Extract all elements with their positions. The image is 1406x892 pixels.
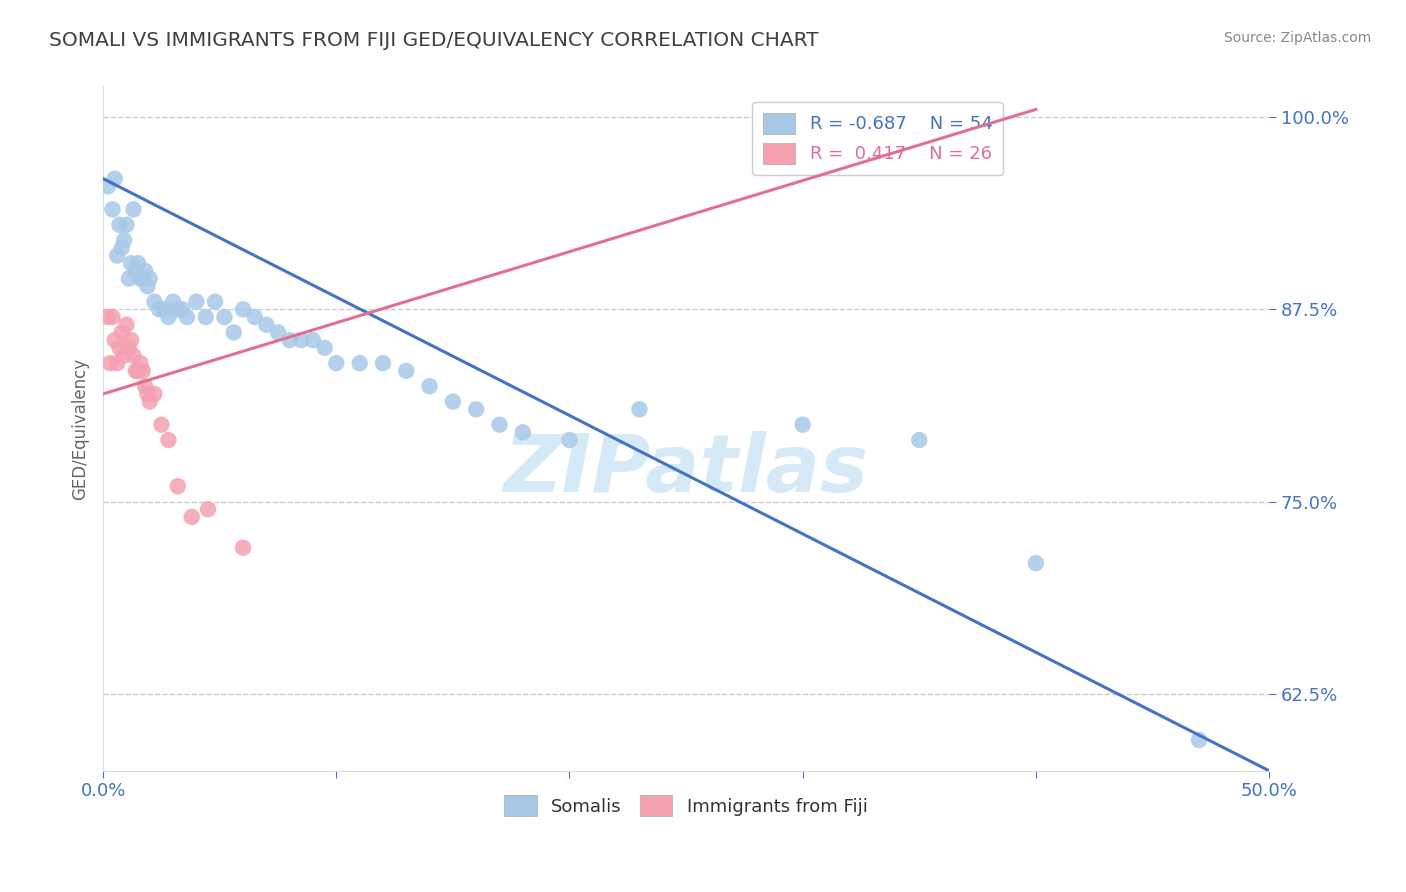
Point [111, 326, 134, 340]
Point [152, 302, 174, 317]
Point [194, 310, 217, 324]
Point [143, 294, 166, 309]
Legend: Somalis, Immigrants from Fiji: Somalis, Immigrants from Fiji [498, 788, 875, 823]
Point [254, 318, 277, 332]
Point [108, 218, 131, 232]
Point [97, 179, 120, 194]
Point [488, 417, 510, 432]
Text: SOMALI VS IMMIGRANTS FROM FIJI GED/EQUIVALENCY CORRELATION CHART: SOMALI VS IMMIGRANTS FROM FIJI GED/EQUIV… [49, 31, 818, 50]
Point [162, 294, 184, 309]
Point [166, 479, 188, 493]
Point [118, 271, 141, 285]
Point [98, 356, 121, 370]
Point [112, 349, 135, 363]
Point [186, 294, 208, 309]
Text: ZIPatlas: ZIPatlas [503, 431, 869, 508]
Point [314, 341, 336, 355]
Point [104, 171, 127, 186]
Point [792, 417, 814, 432]
Point [325, 356, 347, 370]
Point [157, 433, 180, 447]
Point [108, 341, 131, 355]
Point [232, 541, 254, 555]
Point [127, 364, 149, 378]
Point [139, 271, 162, 285]
Point [125, 364, 148, 378]
Point [97, 310, 120, 324]
Point [197, 502, 219, 516]
Point [512, 425, 534, 440]
Point [232, 302, 254, 317]
Point [136, 279, 159, 293]
Point [1025, 556, 1047, 570]
Point [139, 394, 162, 409]
Point [127, 256, 149, 270]
Point [122, 202, 145, 217]
Point [125, 264, 148, 278]
Point [267, 326, 290, 340]
Point [278, 333, 301, 347]
Point [132, 271, 155, 285]
Point [111, 241, 134, 255]
Point [166, 302, 188, 317]
Point [204, 294, 226, 309]
Point [120, 256, 142, 270]
Point [132, 364, 155, 378]
Point [908, 433, 931, 447]
Point [558, 433, 581, 447]
Point [176, 310, 198, 324]
Point [349, 356, 371, 370]
Point [395, 364, 418, 378]
Point [134, 379, 156, 393]
Point [112, 233, 135, 247]
Point [290, 333, 312, 347]
Point [105, 248, 128, 262]
Text: Source: ZipAtlas.com: Source: ZipAtlas.com [1223, 31, 1371, 45]
Point [172, 302, 194, 317]
Point [101, 202, 124, 217]
Point [136, 387, 159, 401]
Point [120, 333, 142, 347]
Point [105, 356, 128, 370]
Point [628, 402, 651, 417]
Point [143, 387, 166, 401]
Point [441, 394, 464, 409]
Point [243, 310, 266, 324]
Point [180, 510, 202, 524]
Point [419, 379, 441, 393]
Point [150, 417, 173, 432]
Point [1188, 733, 1211, 747]
Point [104, 333, 127, 347]
Point [122, 349, 145, 363]
Point [115, 318, 138, 332]
Point [148, 302, 170, 317]
Point [115, 218, 138, 232]
Point [465, 402, 488, 417]
Point [129, 271, 152, 285]
Point [214, 310, 236, 324]
Point [222, 326, 245, 340]
Point [134, 264, 156, 278]
Point [302, 333, 325, 347]
Y-axis label: GED/Equivalency: GED/Equivalency [72, 358, 89, 500]
Point [101, 310, 124, 324]
Point [129, 356, 152, 370]
Point [371, 356, 394, 370]
Point [157, 310, 180, 324]
Point [118, 341, 141, 355]
